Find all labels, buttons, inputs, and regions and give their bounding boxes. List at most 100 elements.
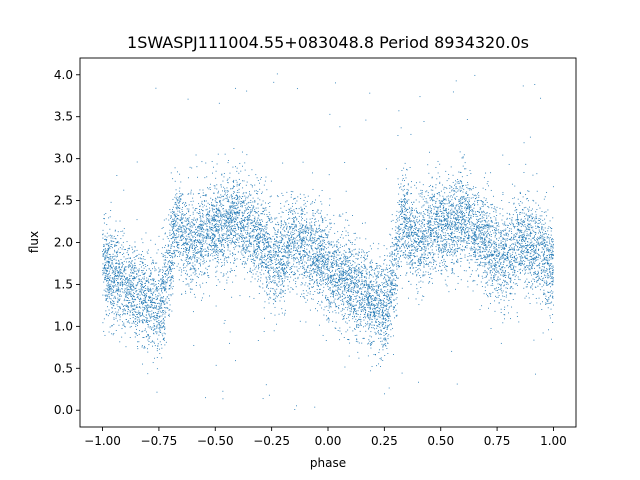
data-point xyxy=(313,242,315,244)
data-point xyxy=(318,212,320,214)
data-point xyxy=(474,253,476,255)
data-point xyxy=(185,284,187,286)
data-point xyxy=(255,253,257,255)
data-point xyxy=(273,293,275,294)
data-point xyxy=(449,254,451,256)
data-point xyxy=(270,259,272,261)
data-point xyxy=(483,211,485,213)
data-point xyxy=(153,291,155,293)
data-point xyxy=(309,293,311,295)
data-point xyxy=(520,259,521,261)
data-point xyxy=(324,232,326,234)
data-point xyxy=(451,229,453,230)
data-point xyxy=(201,161,203,163)
data-point xyxy=(315,266,317,268)
data-point xyxy=(106,224,108,226)
data-point xyxy=(226,256,228,258)
data-point xyxy=(215,211,217,213)
data-point xyxy=(516,284,518,286)
data-point xyxy=(415,240,417,242)
data-point xyxy=(128,285,130,287)
data-point xyxy=(408,297,409,299)
data-point xyxy=(138,317,140,319)
data-point xyxy=(246,181,248,183)
data-point xyxy=(480,226,482,228)
data-point xyxy=(216,270,218,272)
data-point xyxy=(105,264,106,266)
data-point xyxy=(403,221,405,223)
data-point xyxy=(480,246,482,248)
data-point xyxy=(329,281,331,283)
data-point xyxy=(355,277,357,278)
data-point xyxy=(117,294,119,296)
data-point xyxy=(497,240,499,242)
data-point xyxy=(122,278,124,280)
data-point xyxy=(494,266,495,268)
data-point xyxy=(439,200,441,202)
data-point xyxy=(321,272,323,274)
data-point xyxy=(254,251,256,253)
data-point xyxy=(551,249,553,251)
data-point xyxy=(204,254,206,256)
data-point xyxy=(268,293,270,295)
data-point xyxy=(374,328,376,330)
data-point xyxy=(515,258,516,260)
data-point xyxy=(258,226,260,228)
data-point xyxy=(245,240,247,242)
data-point xyxy=(268,273,270,275)
data-point xyxy=(535,234,537,235)
data-point xyxy=(201,254,203,255)
data-point xyxy=(181,206,183,208)
data-point xyxy=(255,253,257,255)
data-point xyxy=(282,295,284,297)
data-point xyxy=(375,332,377,334)
data-point xyxy=(496,261,498,263)
data-point xyxy=(266,246,268,248)
data-point xyxy=(352,318,354,320)
data-point xyxy=(163,338,164,340)
data-point xyxy=(486,212,488,214)
data-point xyxy=(280,216,282,218)
data-point xyxy=(535,286,537,288)
data-point xyxy=(338,215,340,217)
data-point xyxy=(259,228,261,229)
data-point xyxy=(229,271,231,272)
data-point xyxy=(525,214,527,216)
data-point xyxy=(160,323,162,325)
data-point xyxy=(377,310,379,311)
data-point xyxy=(226,196,228,198)
data-point xyxy=(499,252,501,254)
data-point xyxy=(457,282,459,284)
data-point xyxy=(409,257,411,259)
data-point xyxy=(152,268,154,270)
data-point xyxy=(259,241,260,243)
data-point xyxy=(317,246,319,248)
data-point xyxy=(549,271,551,273)
data-point xyxy=(385,168,387,170)
data-point xyxy=(457,240,459,241)
data-point xyxy=(370,344,371,346)
data-point xyxy=(380,309,382,311)
data-point xyxy=(409,221,411,223)
data-point xyxy=(193,235,195,237)
data-point xyxy=(462,245,464,247)
data-point xyxy=(376,291,378,293)
data-point xyxy=(374,298,376,300)
data-point xyxy=(270,238,271,239)
data-point xyxy=(255,226,257,228)
data-point xyxy=(326,299,328,301)
data-point xyxy=(308,244,310,246)
data-point xyxy=(451,186,453,188)
data-point xyxy=(487,295,488,296)
data-point xyxy=(389,301,391,303)
data-point xyxy=(107,301,109,303)
data-point xyxy=(325,340,327,342)
data-point xyxy=(116,320,118,322)
data-point xyxy=(527,235,529,237)
data-point xyxy=(125,299,127,301)
data-point xyxy=(460,216,461,218)
data-point xyxy=(482,248,484,250)
data-point xyxy=(141,294,143,296)
data-point xyxy=(408,236,410,237)
data-point xyxy=(463,249,465,251)
